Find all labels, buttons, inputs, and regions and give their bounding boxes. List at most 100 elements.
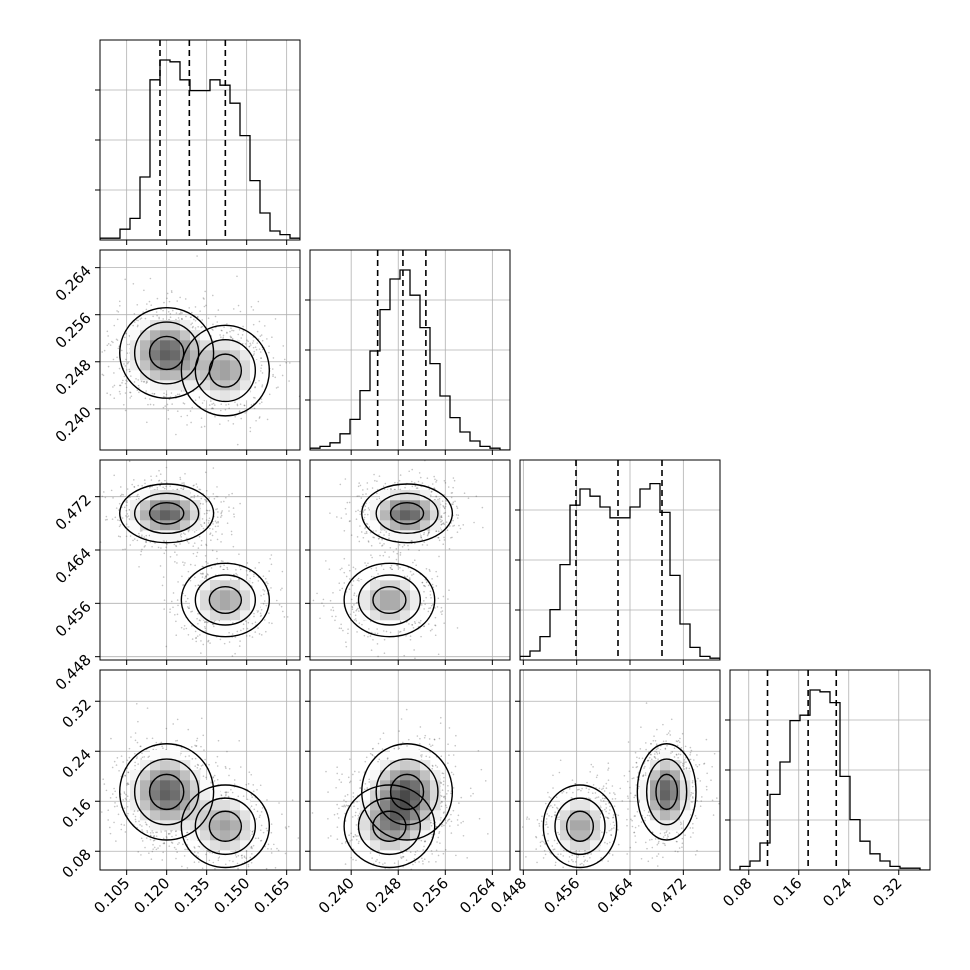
density-cell xyxy=(220,370,231,381)
scatter-point xyxy=(92,864,94,866)
scatter-point xyxy=(164,396,166,398)
scatter-point xyxy=(429,494,432,496)
scatter-point xyxy=(143,289,145,292)
scatter-point xyxy=(463,492,466,495)
scatter-point xyxy=(232,329,235,332)
density-cell xyxy=(220,340,231,351)
scatter-point xyxy=(261,384,264,386)
scatter-point xyxy=(431,628,433,631)
scatter-point xyxy=(260,594,262,597)
scatter-point xyxy=(193,318,195,321)
scatter-point xyxy=(388,537,390,540)
density-cell xyxy=(240,380,251,391)
scatter-point xyxy=(373,536,375,539)
scatter-point xyxy=(230,533,233,536)
scatter-point xyxy=(176,562,178,564)
density-cell xyxy=(160,520,171,531)
scatter-point xyxy=(187,728,190,731)
scatter-point xyxy=(191,326,194,329)
scatter-point xyxy=(258,417,261,419)
scatter-point xyxy=(187,542,190,544)
density-cell xyxy=(240,370,251,381)
scatter-point xyxy=(455,514,458,516)
scatter-point xyxy=(242,325,244,328)
density-cell xyxy=(380,610,391,621)
scatter-point xyxy=(160,481,163,484)
scatter-point xyxy=(134,815,137,818)
scatter-point xyxy=(205,500,208,503)
scatter-point xyxy=(438,555,440,558)
scatter-point xyxy=(136,389,139,392)
scatter-point xyxy=(216,321,219,323)
scatter-point xyxy=(193,576,196,579)
scatter-point xyxy=(453,524,456,527)
scatter-point xyxy=(124,365,127,367)
scatter-point xyxy=(213,774,216,777)
scatter-point xyxy=(358,482,360,484)
scatter-point xyxy=(263,600,266,602)
scatter-point xyxy=(149,834,152,837)
density-cell xyxy=(420,510,431,521)
scatter-point xyxy=(189,579,192,582)
scatter-point xyxy=(456,627,459,629)
density-cell xyxy=(410,590,421,601)
scatter-point xyxy=(240,337,243,339)
scatter-point xyxy=(278,802,280,804)
density-cell xyxy=(140,490,151,501)
contour-line xyxy=(194,574,257,626)
scatter-point xyxy=(135,378,137,380)
y-tick-label: 0.448 xyxy=(52,651,95,694)
panel-frame xyxy=(99,249,301,451)
scatter-point xyxy=(229,330,231,333)
scatter-point xyxy=(165,549,167,552)
density-cell xyxy=(180,340,191,351)
scatter-point xyxy=(139,530,142,532)
scatter-point xyxy=(159,473,162,475)
density-cell xyxy=(420,490,431,501)
scatter-point xyxy=(199,488,202,491)
density-cell xyxy=(180,330,191,341)
scatter-point xyxy=(373,473,375,476)
density-cell xyxy=(370,510,381,521)
scatter-point xyxy=(152,839,155,842)
scatter-point xyxy=(227,403,230,406)
density-cell xyxy=(150,330,161,341)
scatter-point xyxy=(389,546,392,549)
scatter-point xyxy=(376,628,378,630)
density-cell xyxy=(410,490,421,501)
scatter-point xyxy=(124,336,126,339)
scatter-point xyxy=(124,382,127,385)
scatter-point xyxy=(379,554,381,557)
scatter-point xyxy=(248,771,251,773)
scatter-point xyxy=(199,634,201,636)
scatter-point xyxy=(383,652,386,655)
scatter-point xyxy=(281,570,284,573)
scatter-point xyxy=(418,621,420,624)
scatter-point xyxy=(409,638,412,641)
scatter-point xyxy=(270,831,273,834)
scatter-point xyxy=(228,510,230,512)
scatter-point xyxy=(367,635,369,638)
scatter-point xyxy=(234,636,237,638)
scatter-point xyxy=(226,331,228,334)
scatter-point xyxy=(233,779,236,781)
scatter-point xyxy=(258,416,261,418)
scatter-point xyxy=(418,472,421,474)
scatter-point xyxy=(184,562,186,564)
scatter-point xyxy=(263,590,266,592)
contour-line xyxy=(208,585,243,615)
scatter-point xyxy=(177,581,179,583)
scatter-point xyxy=(181,318,183,320)
density-cell xyxy=(390,600,401,611)
scatter-point xyxy=(152,315,154,318)
scatter-point xyxy=(351,605,353,608)
density-cell xyxy=(190,330,201,341)
scatter-point xyxy=(332,609,335,612)
scatter-point xyxy=(154,542,156,544)
scatter-point xyxy=(252,346,255,349)
scatter-point xyxy=(343,529,346,532)
density-cell xyxy=(160,500,171,511)
scatter-point xyxy=(412,561,414,564)
scatter-point xyxy=(123,506,126,509)
